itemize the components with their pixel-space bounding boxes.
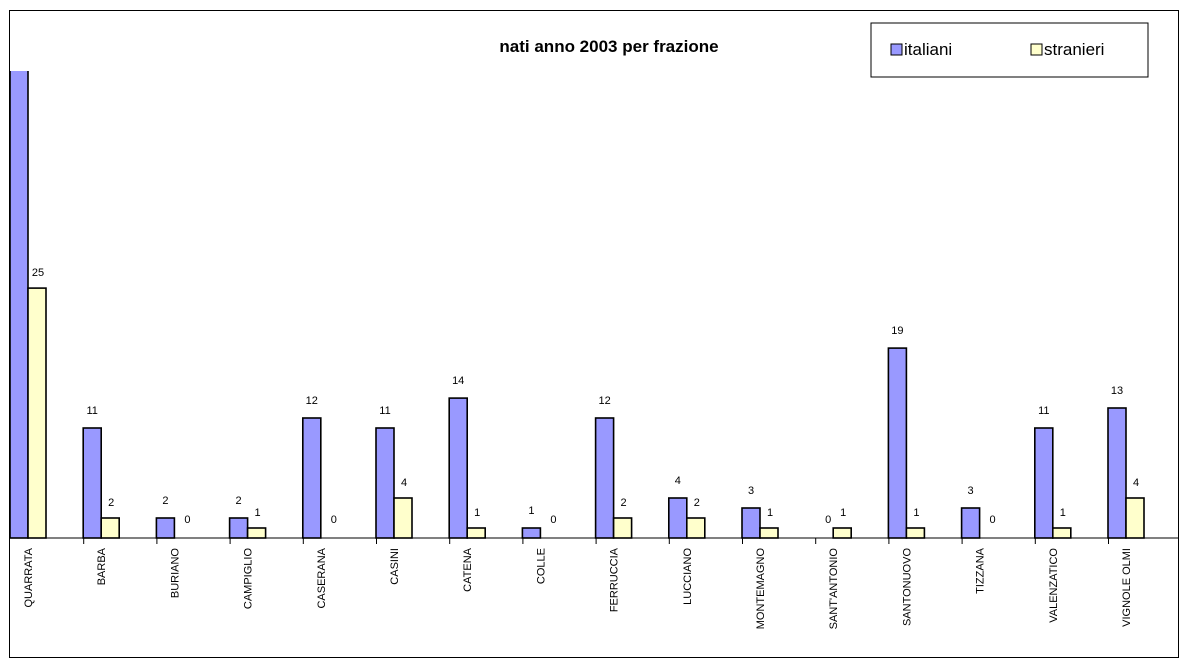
category-label-casini: CASINI [389, 548, 401, 585]
bar-stranieri-vignole-olmi [1125, 497, 1145, 539]
bar-italiani-casini [375, 427, 395, 539]
legend-swatch-italiani [890, 43, 903, 56]
data-label-italiani-lucciano: 4 [675, 475, 681, 487]
data-label-italiani-sant-antonio: 0 [825, 514, 831, 526]
data-label-stranieri-buriano: 0 [184, 514, 190, 526]
data-label-italiani-montemagno: 3 [748, 485, 754, 497]
bar-stranieri-sant-antonio [832, 527, 853, 539]
data-label-italiani-ferruccia: 12 [598, 395, 610, 407]
bar-italiani-barba [82, 427, 102, 539]
bar-stranieri-campiglio [246, 527, 267, 539]
data-label-italiani-buriano: 2 [162, 495, 168, 507]
chart-frame: nati anno 2003 per frazione italiani str… [9, 10, 1179, 658]
category-label-buriano: BURIANO [169, 548, 181, 599]
data-label-stranieri-colle: 0 [550, 514, 556, 526]
category-label-montemagno: MONTEMAGNO [755, 548, 767, 630]
bar-stranieri-quarrata [27, 287, 47, 539]
category-label-ferruccia: FERRUCCIA [609, 547, 621, 612]
data-label-italiani-catena: 14 [452, 375, 464, 387]
bar-italiani-vignole-olmi [1107, 407, 1127, 539]
bar-italiani-lucciano [667, 497, 688, 539]
data-label-italiani-santonuovo: 19 [891, 325, 903, 337]
chart-title: nati anno 2003 per frazione [499, 37, 718, 56]
bar-italiani-valenzatico [1034, 427, 1054, 539]
category-label-colle: COLLE [535, 548, 547, 584]
category-label-tizzana: TIZZANA [975, 547, 987, 593]
data-label-stranieri-montemagno: 1 [767, 507, 773, 519]
category-label-caserana: CASERANA [316, 547, 328, 608]
data-label-stranieri-vignole-olmi: 4 [1133, 477, 1139, 489]
bar-chart: nati anno 2003 per frazione italiani str… [10, 22, 1178, 630]
bar-stranieri-montemagno [759, 527, 779, 539]
category-label-quarrata: QUARRATA [23, 547, 35, 607]
bar-stranieri-casini [393, 497, 413, 539]
bar-italiani-colle [521, 527, 542, 539]
data-label-stranieri-quarrata: 25 [32, 267, 44, 279]
data-label-stranieri-santonuovo: 1 [913, 507, 919, 519]
data-label-italiani-colle: 1 [528, 505, 534, 517]
legend-box [870, 22, 1149, 78]
data-label-italiani-campiglio: 2 [236, 495, 242, 507]
data-label-italiani-caserana: 12 [306, 395, 318, 407]
bar-stranieri-lucciano [685, 517, 706, 539]
category-label-vignole-olmi: VIGNOLE OLMI [1121, 548, 1133, 627]
bar-italiani-caserana [301, 417, 322, 539]
data-label-stranieri-catena: 1 [474, 507, 480, 519]
bar-stranieri-ferruccia [612, 517, 633, 539]
bar-stranieri-santonuovo [905, 527, 926, 539]
bar-italiani-buriano [155, 517, 176, 539]
bar-italiani-campiglio [228, 517, 249, 539]
bar-italiani-montemagno [741, 507, 761, 539]
data-label-stranieri-valenzatico: 1 [1060, 507, 1066, 519]
category-label-barba: BARBA [96, 547, 108, 585]
legend-label-italiani: italiani [904, 40, 952, 59]
data-label-stranieri-sant-antonio: 1 [840, 507, 846, 519]
data-label-stranieri-casini: 4 [401, 477, 407, 489]
data-label-stranieri-lucciano: 2 [694, 497, 700, 509]
legend: italiani stranieri [870, 22, 1149, 78]
legend-label-stranieri: stranieri [1044, 40, 1104, 59]
bar-stranieri-valenzatico [1052, 527, 1072, 539]
bar-stranieri-barba [100, 517, 120, 539]
bar-italiani-quarrata [10, 71, 29, 539]
data-label-stranieri-ferruccia: 2 [621, 497, 627, 509]
data-label-italiani-valenzatico: 11 [1038, 405, 1049, 417]
bar-italiani-catena [448, 397, 469, 539]
category-label-catena: CATENA [462, 547, 474, 591]
category-label-valenzatico: VALENZATICO [1048, 548, 1060, 623]
data-label-italiani-tizzana: 3 [968, 485, 974, 497]
data-label-italiani-vignole-olmi: 13 [1111, 385, 1123, 397]
data-label-stranieri-campiglio: 1 [255, 507, 261, 519]
data-label-stranieri-caserana: 0 [331, 514, 337, 526]
data-label-stranieri-tizzana: 0 [990, 514, 996, 526]
data-label-italiani-barba: 11 [86, 405, 97, 417]
bar-italiani-ferruccia [594, 417, 615, 539]
category-label-campiglio: CAMPIGLIO [243, 548, 255, 610]
bar-italiani-tizzana [960, 507, 981, 539]
bar-stranieri-catena [466, 527, 487, 539]
category-label-sant-antonio: SANT'ANTONIO [828, 548, 840, 630]
legend-swatch-stranieri [1030, 43, 1043, 56]
bar-italiani-santonuovo [887, 347, 908, 539]
data-label-stranieri-barba: 2 [108, 497, 114, 509]
category-label-santonuovo: SANTONUOVO [901, 548, 913, 626]
category-label-lucciano: LUCCIANO [682, 548, 694, 605]
data-label-italiani-casini: 11 [379, 405, 390, 417]
